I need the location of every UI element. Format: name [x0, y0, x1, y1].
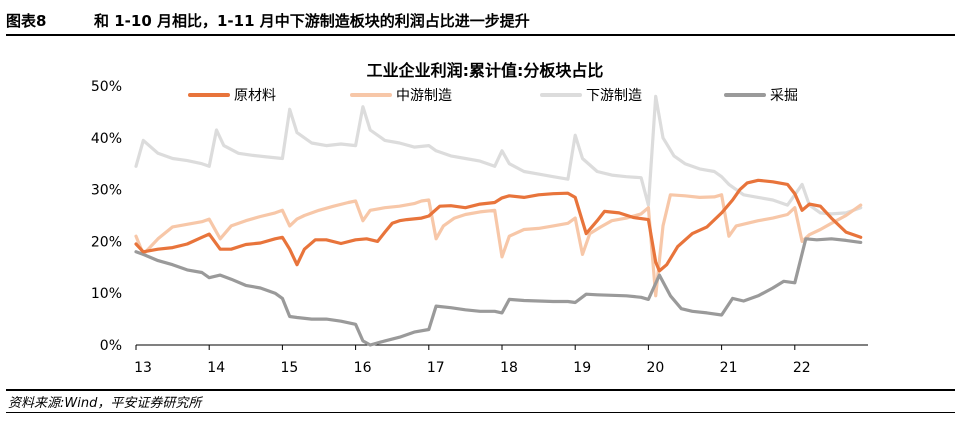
y-tick-label: 50%: [91, 79, 122, 95]
footer-divider: [6, 389, 955, 391]
y-tick-label: 0%: [100, 338, 122, 354]
legend-label: 原材料: [234, 88, 276, 104]
y-tick-label: 30%: [91, 183, 122, 199]
series-line-中游制造: [134, 193, 863, 298]
legend-label: 采掘: [770, 88, 798, 104]
y-tick-label: 20%: [91, 234, 122, 250]
y-axis: 0% 10% 20% 30% 40% 50%: [91, 79, 122, 354]
x-tick-label: 17: [427, 360, 445, 376]
legend: 原材料 中游制造 下游制造 采掘: [188, 88, 798, 104]
series-line-下游制造: [134, 94, 863, 216]
legend-label: 下游制造: [586, 88, 642, 104]
x-tick-label: 15: [280, 360, 298, 376]
source-note: 资料来源:Wind，平安证券研究所: [8, 396, 202, 411]
x-tick-label: 21: [720, 360, 738, 376]
header-divider: [6, 34, 955, 36]
x-tick-label: 22: [793, 360, 811, 376]
x-tick-label: 16: [354, 360, 372, 376]
y-tick-label: 10%: [91, 286, 122, 302]
figure-header: 图表8 和 1-10 月相比，1-11 月中下游制造板块的利润占比进一步提升: [6, 6, 955, 34]
series-line-采掘: [134, 237, 863, 347]
x-axis: 13 14 15 16 17 18 19 20 21 22: [134, 344, 868, 376]
figure-label: 图表8: [6, 12, 47, 30]
series-line-原材料: [134, 178, 863, 273]
chart-title: 工业企业利润:累计值:分板块占比: [367, 61, 604, 80]
series-lines: [134, 94, 863, 347]
x-tick-label: 14: [207, 360, 225, 376]
footer-rule: [6, 412, 955, 413]
legend-label: 中游制造: [396, 88, 452, 104]
x-tick-label: 20: [646, 360, 664, 376]
x-tick-label: 19: [573, 360, 591, 376]
y-tick-label: 40%: [91, 131, 122, 147]
x-tick-label: 18: [500, 360, 518, 376]
x-tick-label: 13: [134, 360, 152, 376]
figure-title: 和 1-10 月相比，1-11 月中下游制造板块的利润占比进一步提升: [94, 12, 530, 30]
